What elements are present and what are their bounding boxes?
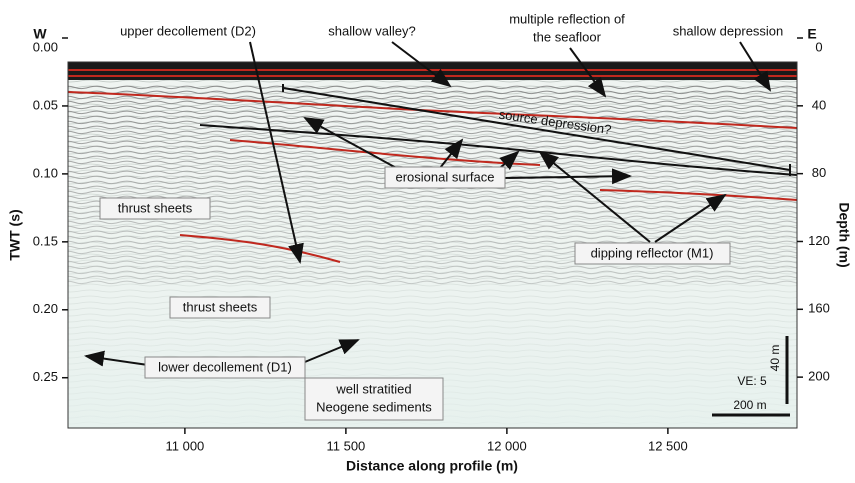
annotation: upper decollement (D2) [120, 23, 256, 38]
annotation: the seafloor [533, 29, 602, 44]
annotation: thrust sheets [118, 200, 193, 215]
y-tick-label: 0.15 [33, 233, 58, 248]
scale-label: 200 m [733, 398, 766, 412]
y2-axis-title: Depth (m) [836, 202, 852, 267]
annotation: shallow depression [673, 23, 784, 38]
y2-tick-label: 200 [808, 369, 830, 384]
y2-tick-label: 160 [808, 301, 830, 316]
figure: 11 00011 50012 00012 5000.000.050.100.15… [0, 0, 855, 478]
y2-tick-label: 80 [812, 165, 826, 180]
annotation: well stratitied [335, 381, 411, 396]
west-label: W [33, 26, 47, 42]
x-tick-label: 11 000 [165, 438, 204, 453]
east-label: E [807, 26, 816, 42]
annotation: thrust sheets [183, 299, 258, 314]
scale-label: 40 m [768, 345, 782, 372]
y2-tick-label: 120 [808, 233, 830, 248]
x-tick-label: 12 000 [487, 438, 527, 453]
y2-tick-label: 40 [812, 97, 826, 112]
annotation: Neogene sediments [316, 399, 432, 414]
y-axis-title: TWT (s) [7, 209, 23, 260]
x-tick-label: 11 500 [326, 438, 365, 453]
x-axis-title: Distance along profile (m) [346, 458, 518, 474]
y-tick-label: 0.05 [33, 97, 58, 112]
y-tick-label: 0.25 [33, 369, 58, 384]
y-tick-label: 0.20 [33, 301, 58, 316]
annotation: multiple reflection of [509, 11, 625, 26]
x-tick-label: 12 500 [648, 438, 688, 453]
annotation: erosional surface [396, 169, 495, 184]
annotation: shallow valley? [328, 23, 415, 38]
y-tick-label: 0.10 [33, 165, 58, 180]
vertical-exaggeration: VE: 5 [737, 374, 767, 388]
annotation: lower decollement (D1) [158, 359, 292, 374]
annotation: dipping reflector (M1) [591, 245, 714, 260]
